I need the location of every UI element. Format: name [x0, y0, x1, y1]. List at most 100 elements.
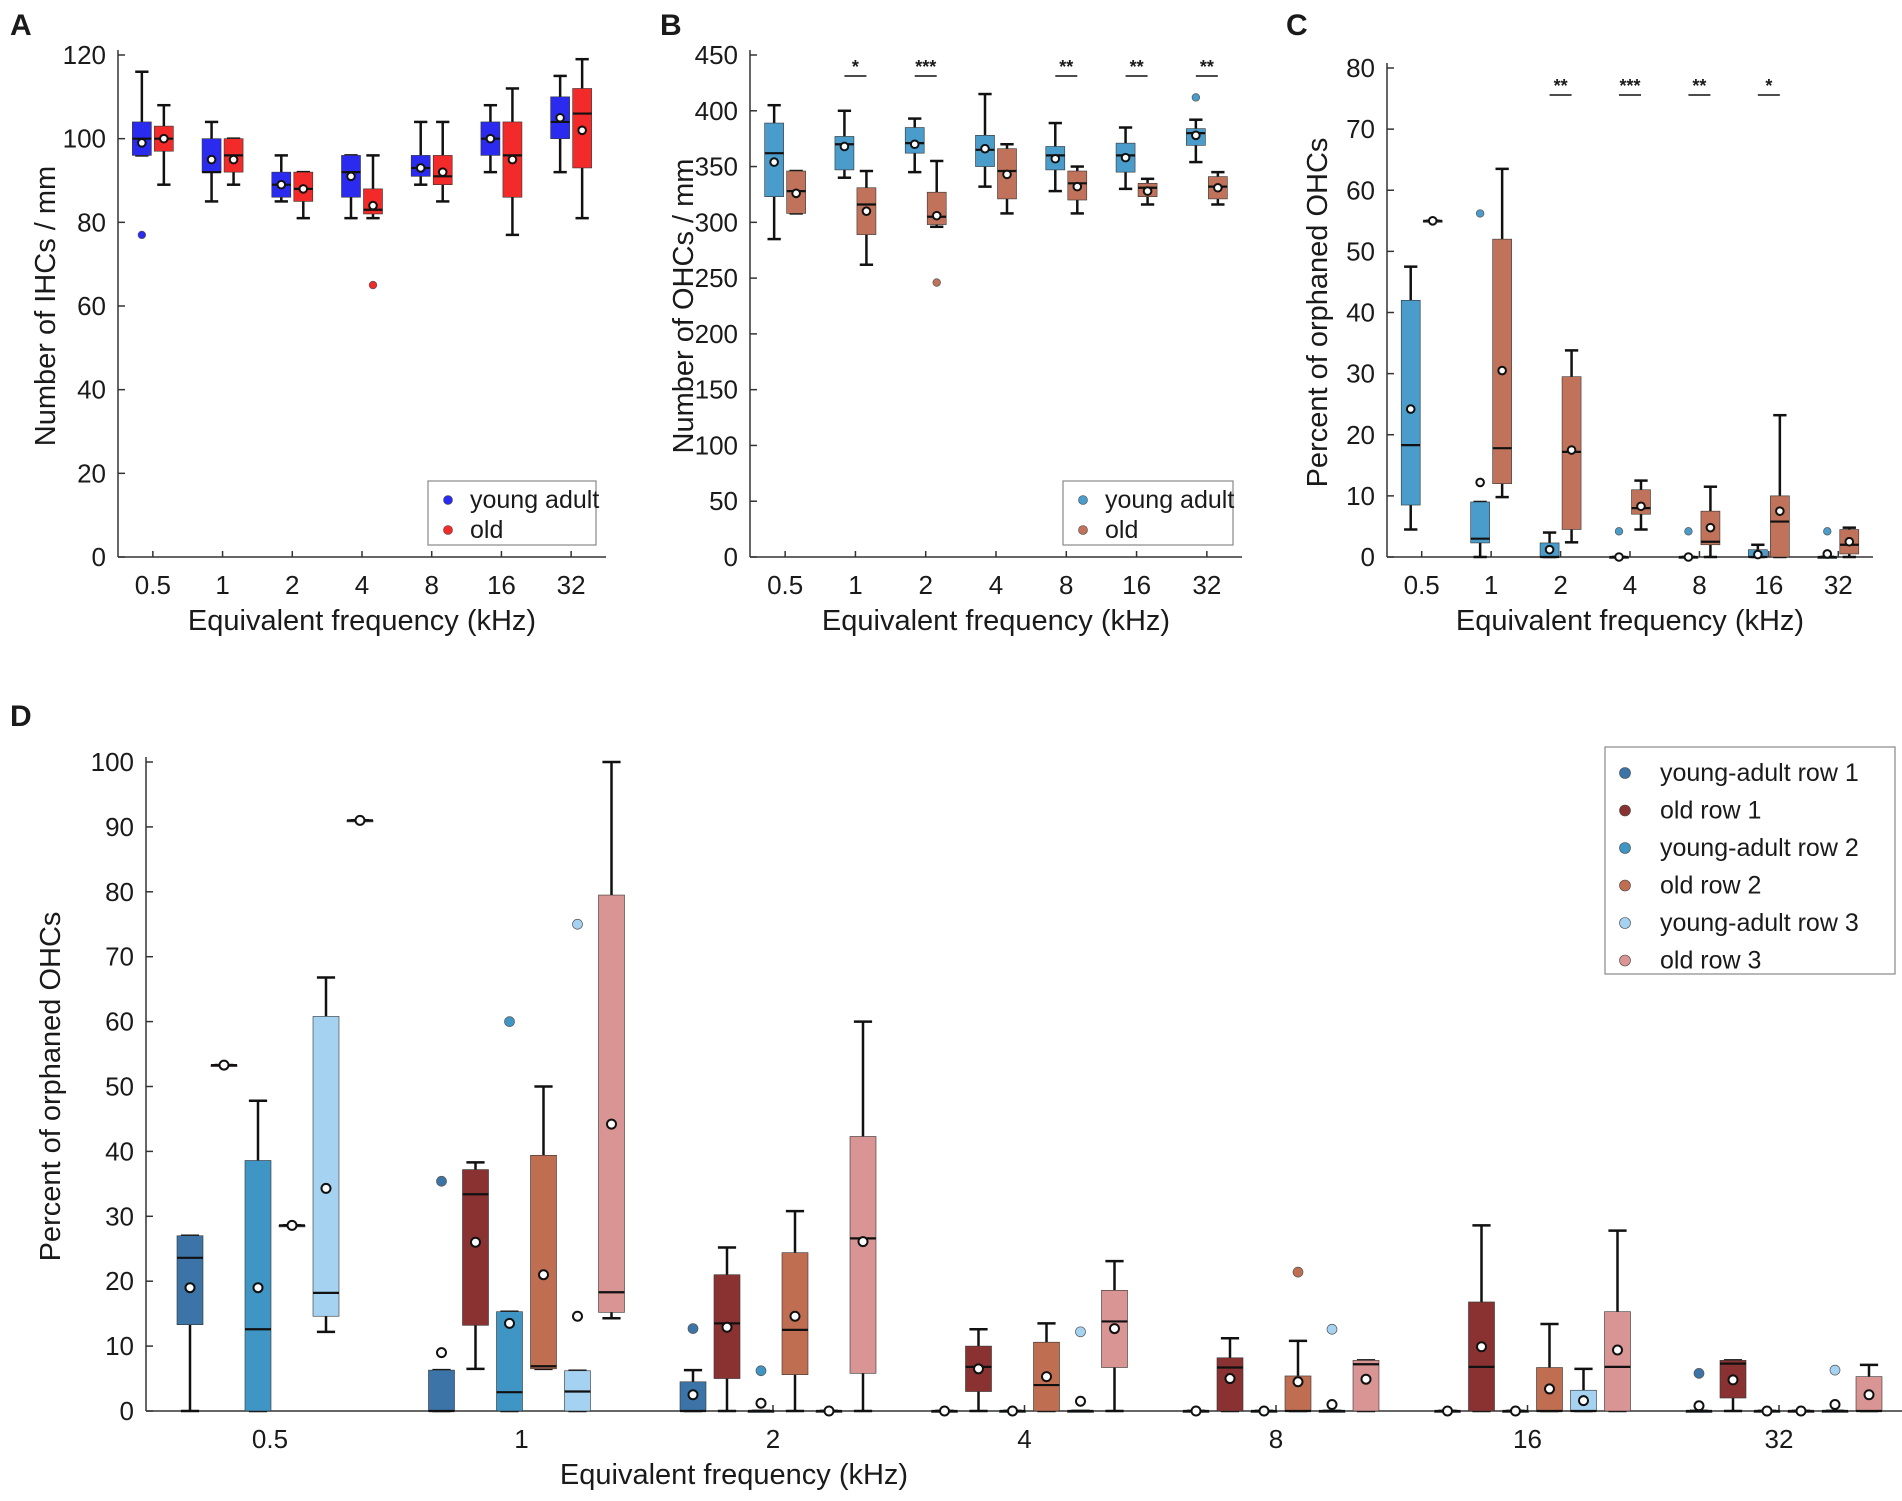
- box-young-adult-row-1-16: [1434, 1405, 1461, 1417]
- mean-marker: [1326, 1399, 1338, 1411]
- mean-marker: [228, 154, 239, 165]
- x-tick-label: 2: [766, 1424, 780, 1454]
- y-tick-label: 30: [1346, 359, 1375, 389]
- box-body: [1352, 1360, 1380, 1412]
- mean-marker: [1510, 1405, 1521, 1417]
- mean-marker: [1829, 1399, 1841, 1411]
- mean-marker: [1050, 153, 1061, 164]
- outlier-point: [1614, 527, 1624, 536]
- legend-label: young-adult row 3: [1660, 909, 1859, 937]
- box-young-adult-2: [1539, 531, 1560, 559]
- box-old-0.5: [154, 103, 174, 186]
- x-tick-label: 16: [1513, 1424, 1542, 1454]
- x-tick-label: 4: [1623, 570, 1637, 600]
- mean-marker: [436, 1347, 447, 1359]
- significance-stars: **: [1059, 57, 1073, 77]
- y-tick-label: 60: [1346, 175, 1375, 205]
- y-tick-label: 100: [695, 430, 738, 460]
- mean-marker: [1775, 506, 1785, 516]
- mean-marker: [485, 133, 496, 144]
- legend-swatch: [1619, 879, 1631, 892]
- mean-marker: [1213, 182, 1223, 193]
- box-old-row-1-16: [1468, 1224, 1495, 1413]
- box-old-16: [1137, 177, 1158, 206]
- y-tick-label: 450: [695, 40, 738, 70]
- box-old-4: [997, 142, 1017, 215]
- box-old-row-3-2: [849, 1020, 877, 1413]
- mean-marker: [320, 1182, 332, 1194]
- x-tick-label: 1: [848, 570, 862, 600]
- y-tick-label: 70: [105, 942, 134, 972]
- mean-marker: [507, 154, 518, 165]
- outlier-point: [1823, 527, 1832, 536]
- mean-marker: [861, 206, 872, 216]
- box-body: [965, 1345, 992, 1392]
- x-tick-label: 16: [1122, 570, 1151, 600]
- x-axis-title: Equivalent frequency (kHz): [560, 1459, 908, 1491]
- mean-marker: [470, 1236, 481, 1248]
- mean-marker: [1002, 169, 1012, 180]
- mean-marker: [354, 814, 366, 826]
- box-old-16: [502, 87, 523, 237]
- y-tick-label: 80: [77, 207, 106, 237]
- box-young-adult-row-2-16: [1502, 1405, 1529, 1417]
- panel-letter: B: [660, 9, 682, 42]
- x-tick-label: 4: [355, 570, 369, 600]
- box-young-adult-row-1-8: [1182, 1405, 1210, 1417]
- legend-label: young-adult row 1: [1660, 759, 1859, 787]
- mean-marker: [1753, 549, 1763, 560]
- box-young-adult-16: [1115, 126, 1136, 191]
- mean-marker: [437, 167, 448, 177]
- box-old-0.5: [786, 169, 806, 215]
- mean-marker: [857, 1236, 869, 1248]
- x-tick-label: 2: [1553, 570, 1567, 600]
- y-tick-label: 50: [105, 1072, 134, 1102]
- mean-marker: [606, 1118, 617, 1130]
- x-tick-label: 32: [1192, 570, 1221, 600]
- mean-marker: [1360, 1373, 1372, 1385]
- outlier-point: [137, 230, 147, 240]
- x-tick-label: 4: [989, 570, 1003, 600]
- significance-stars: **: [1692, 76, 1706, 96]
- outlier-point: [1693, 1368, 1705, 1379]
- legend-swatch: [1619, 804, 1631, 817]
- box-old-row-2-2: [781, 1209, 809, 1413]
- mean-marker: [1041, 1371, 1052, 1383]
- mean-marker: [415, 163, 426, 173]
- box-young-adult-4: [975, 92, 995, 188]
- x-tick-label: 0.5: [252, 1424, 288, 1454]
- mean-marker: [721, 1321, 733, 1333]
- mean-marker: [1636, 501, 1646, 512]
- y-tick-label: 100: [63, 124, 106, 154]
- x-tick-label: 0.5: [1404, 570, 1440, 600]
- box-young-adult-32: [1186, 93, 1206, 164]
- y-tick-label: 350: [695, 152, 738, 182]
- box-young-adult-row-1-4: [931, 1405, 958, 1417]
- x-tick-label: 32: [1824, 570, 1853, 600]
- box-young-adult-2: [271, 154, 292, 203]
- box-old-1: [1492, 167, 1512, 499]
- x-tick-label: 2: [918, 570, 932, 600]
- legend-label: young adult: [470, 486, 599, 514]
- y-tick-label: 0: [92, 542, 106, 572]
- box-old-32: [572, 57, 592, 220]
- mean-marker: [1544, 1383, 1555, 1395]
- box-young-adult-row-2-0.5: [244, 1099, 272, 1413]
- mean-marker: [755, 1397, 767, 1409]
- y-tick-label: 10: [105, 1331, 134, 1361]
- mean-marker: [555, 112, 565, 123]
- box-old-row-3-0.5: [346, 814, 374, 826]
- mean-marker: [1191, 130, 1201, 141]
- legend-label: old row 1: [1660, 797, 1761, 825]
- significance-stars: *: [1765, 76, 1772, 96]
- legend-label: old row 2: [1660, 872, 1761, 900]
- y-tick-label: 20: [105, 1266, 134, 1296]
- box-old-2: [926, 159, 947, 287]
- panel-letter: C: [1286, 9, 1308, 42]
- mean-marker: [769, 157, 779, 167]
- box-young-adult-row-2-2: [747, 1365, 775, 1413]
- x-tick-label: 1: [514, 1424, 528, 1454]
- box-young-adult-8: [1045, 121, 1066, 193]
